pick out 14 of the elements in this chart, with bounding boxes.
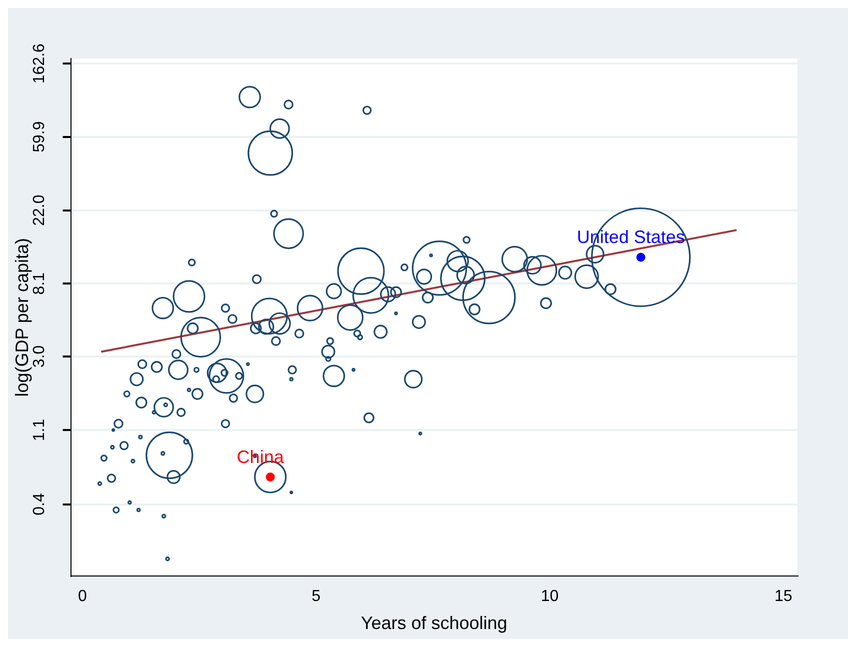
y-tick-label: 1.1 bbox=[31, 418, 48, 442]
x-tick-label: 0 bbox=[78, 588, 88, 606]
x-tick-label: 5 bbox=[312, 588, 321, 606]
y-tick-label: 3.0 bbox=[31, 345, 48, 368]
x-tick-label: 15 bbox=[774, 588, 792, 606]
y-axis-title: log(GDP per capita) bbox=[12, 238, 32, 397]
series-label: China bbox=[236, 446, 285, 467]
x-axis-title: Years of schooling bbox=[360, 613, 508, 634]
y-tick-label: 59.9 bbox=[31, 121, 48, 152]
y-tick-label: 22.0 bbox=[31, 194, 48, 226]
y-tick-label: 162.6 bbox=[31, 43, 48, 84]
y-tick-label: 8.1 bbox=[31, 272, 48, 295]
y-tick-label: 0.4 bbox=[31, 493, 48, 516]
x-tick-label: 10 bbox=[540, 588, 559, 606]
